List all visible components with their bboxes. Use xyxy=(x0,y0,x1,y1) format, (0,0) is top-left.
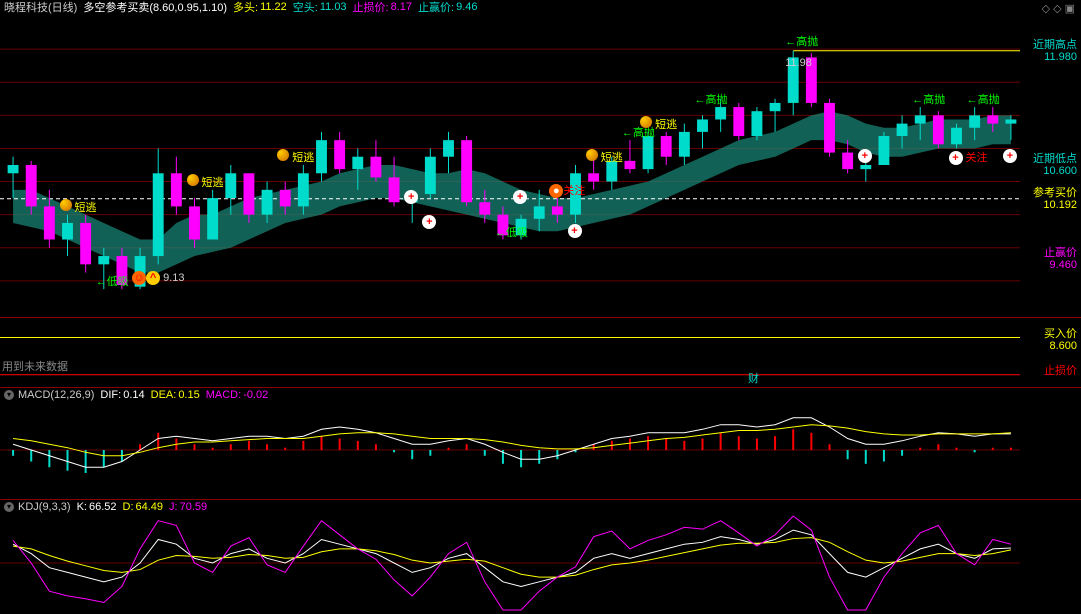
price-label: 止损价 xyxy=(1044,365,1077,377)
plus-icon: + xyxy=(568,224,582,238)
future-data-note: 用到未来数据 xyxy=(2,358,68,374)
price-label: 近期高点11.980 xyxy=(1033,39,1077,63)
main-chart-panel: 晓程科技(日线) 多空参考买卖(8.60,0.95,1.10) 多头: 11.2… xyxy=(0,0,1081,318)
kdj-panel: ▾ KDJ(9,3,3) K: 66.52 D: 64.49 J: 70.59 xyxy=(0,500,1081,614)
price-label: 近期低点10.600 xyxy=(1033,153,1077,177)
macd-svg[interactable] xyxy=(0,388,1081,500)
chart-annotation: ←高抛 xyxy=(912,91,945,107)
chart-annotation: + xyxy=(422,215,436,229)
chart-annotation: 短逃 xyxy=(187,174,224,190)
face-icon: ☺ xyxy=(132,271,146,285)
chart-annotation: 短逃 xyxy=(277,149,314,165)
chart-annotation: + xyxy=(404,190,418,204)
chart-annotation: 短逃 xyxy=(640,116,677,132)
chart-annotation: + xyxy=(858,149,872,163)
chart-annotation: 短逃 xyxy=(586,149,623,165)
plus-icon: + xyxy=(1003,149,1017,163)
plus-icon: + xyxy=(404,190,418,204)
moon-icon xyxy=(277,149,289,161)
chart-annotation: ←高抛 xyxy=(695,91,728,107)
plus-icon: + xyxy=(513,190,527,204)
plus-icon: + xyxy=(949,151,963,165)
chart-annotation: ←低吸 xyxy=(96,273,129,289)
moon-icon xyxy=(640,116,652,128)
chart-annotation: ←低吸 xyxy=(495,224,528,240)
up-icon: ^ xyxy=(146,271,160,285)
cai-marker: 财 xyxy=(748,370,759,386)
ball-icon: ● xyxy=(549,184,563,198)
chart-annotation: ←高抛 xyxy=(785,33,818,49)
moon-icon xyxy=(187,174,199,186)
plus-icon: + xyxy=(422,215,436,229)
mid-svg xyxy=(0,318,1081,388)
price-label: 止赢价9.460 xyxy=(1044,247,1077,271)
chart-annotation: ●关注 xyxy=(549,182,585,198)
chart-annotation: + 关注 xyxy=(949,149,988,165)
price-label: 买入价8.600 xyxy=(1044,328,1077,352)
price-label: 参考买价10.192 xyxy=(1033,187,1077,211)
macd-panel: ▾ MACD(12,26,9) DIF: 0.14 DEA: 0.15 MACD… xyxy=(0,388,1081,500)
moon-icon xyxy=(586,149,598,161)
chart-annotation: + xyxy=(568,224,582,238)
moon-icon xyxy=(60,199,72,211)
kdj-svg[interactable] xyxy=(0,500,1081,614)
chart-annotation: ☺^ 9.13 xyxy=(132,271,184,285)
chart-annotation: 短逃 xyxy=(60,199,97,215)
mid-panel: 用到未来数据 财 买入价8.600 止损价 xyxy=(0,318,1081,388)
chart-annotation: + xyxy=(1003,149,1017,163)
plus-icon: + xyxy=(858,149,872,163)
chart-annotation: + xyxy=(513,190,527,204)
chart-annotation: ←高抛 xyxy=(967,91,1000,107)
chart-annotation: 11.98 xyxy=(785,57,812,69)
